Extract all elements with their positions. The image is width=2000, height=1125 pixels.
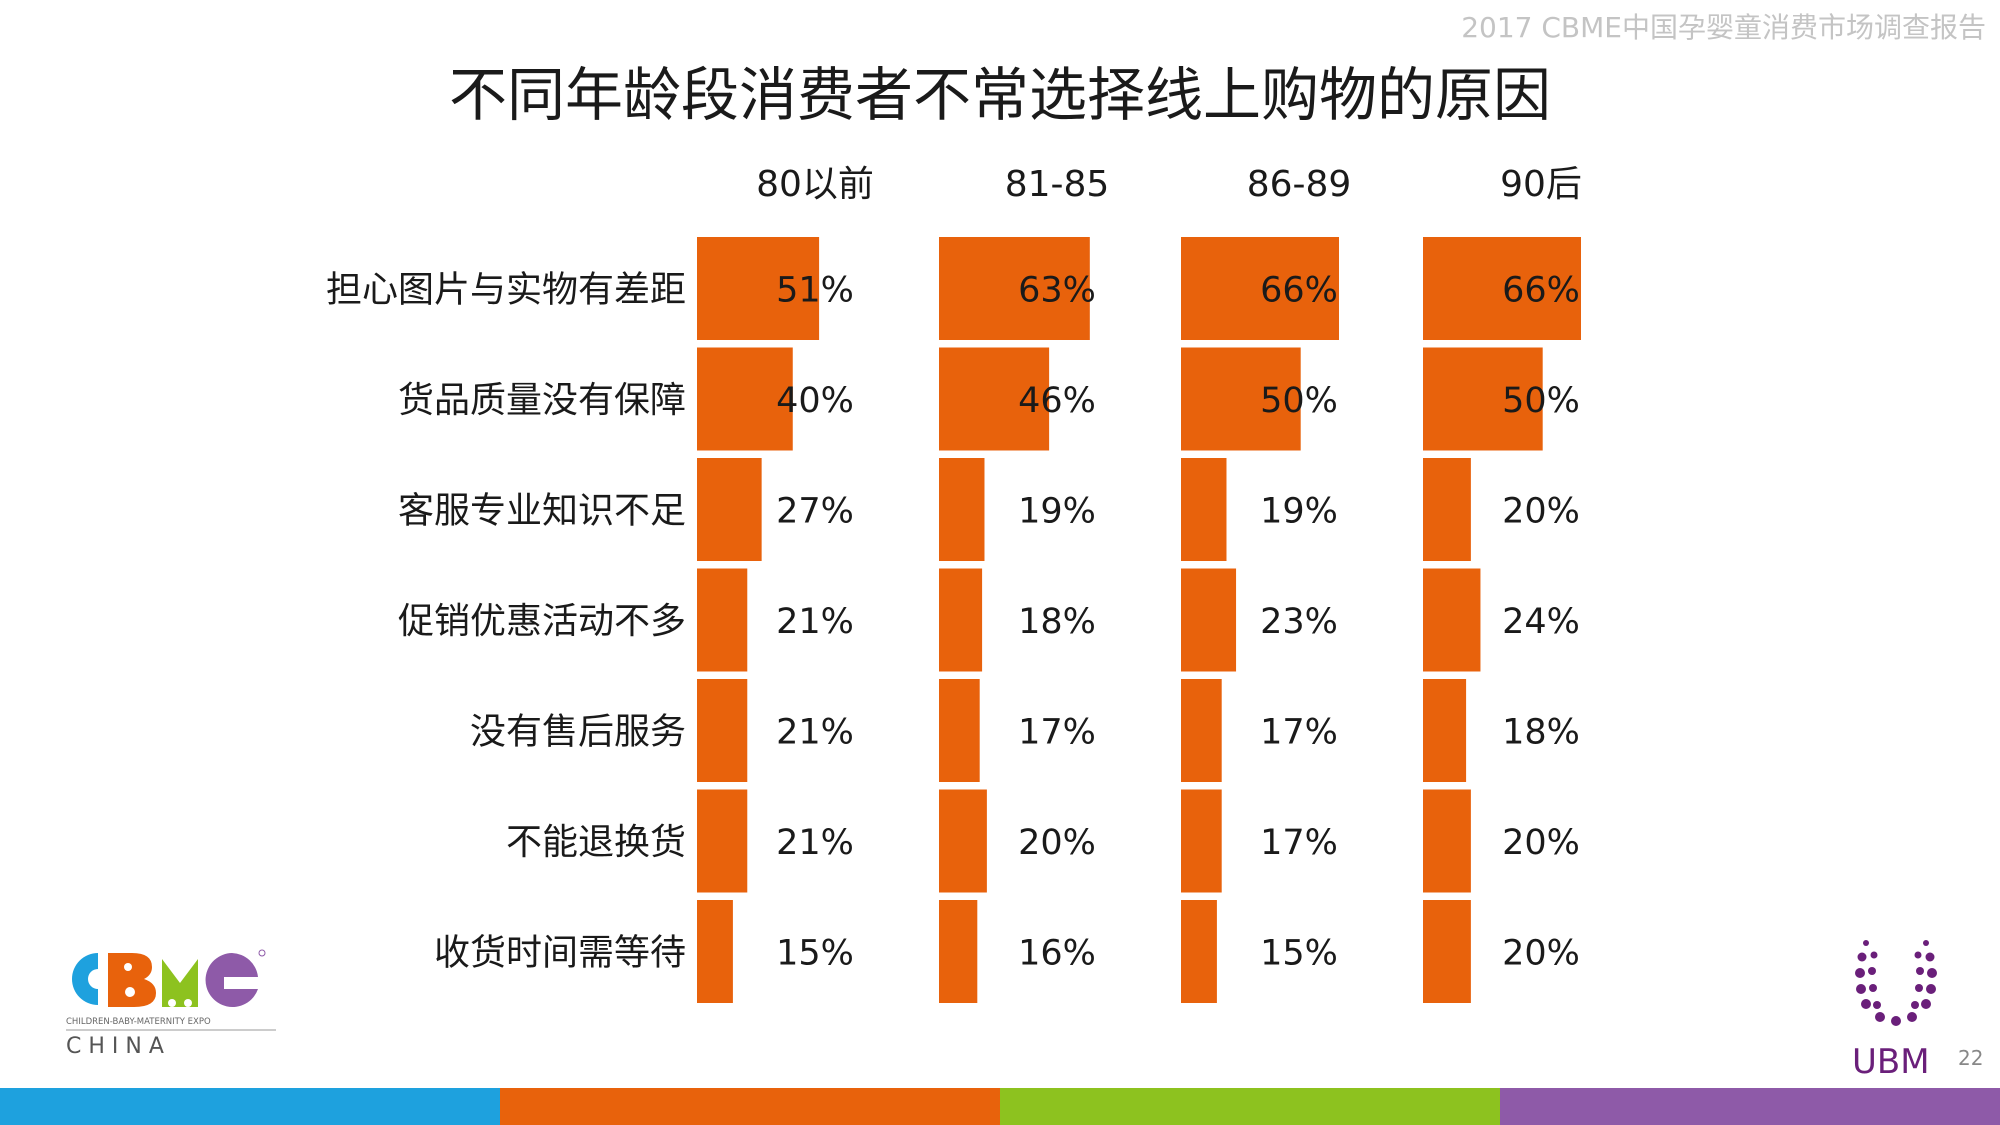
cbme-country: C H I N A bbox=[66, 1034, 164, 1059]
value-label-3-4: 18% bbox=[1502, 713, 1580, 753]
bar-0-5 bbox=[697, 789, 748, 893]
value-label-2-5: 17% bbox=[1260, 823, 1338, 863]
cbme-letters-icon bbox=[72, 949, 266, 1007]
bar-2-1 bbox=[1181, 347, 1301, 451]
report-header: 2017 CBME中国孕婴童消费市场调查报告 bbox=[1461, 11, 1986, 44]
row-label-1: 货品质量没有保障 bbox=[398, 380, 686, 421]
value-label-3-5: 20% bbox=[1502, 823, 1580, 863]
row-label-0: 担心图片与实物有差距 bbox=[326, 270, 686, 311]
value-label-0-3: 21% bbox=[776, 602, 854, 642]
chart-title: 不同年龄段消费者不常选择线上购物的原因 bbox=[448, 61, 1551, 129]
bar-0-4 bbox=[697, 679, 748, 782]
bar-1-2 bbox=[939, 458, 985, 561]
row-label-5: 不能退换货 bbox=[506, 822, 686, 863]
bar-chart: 80以前 81-85 86-89 90后担心图片与实物有差距货品质量没有保障客服专业知… bbox=[326, 164, 1582, 1003]
value-label-1-6: 16% bbox=[1018, 934, 1096, 974]
bar-3-5 bbox=[1423, 789, 1471, 893]
bar-3-0 bbox=[1423, 237, 1581, 340]
bar-0-3 bbox=[697, 568, 748, 672]
bar-0-1 bbox=[697, 347, 793, 451]
row-label-3: 促销优惠活动不多 bbox=[398, 601, 686, 642]
value-label-2-4: 17% bbox=[1260, 713, 1338, 753]
value-label-2-6: 15% bbox=[1260, 934, 1338, 974]
bar-1-1 bbox=[939, 347, 1050, 451]
bar-3-4 bbox=[1423, 679, 1467, 782]
bar-1-6 bbox=[939, 900, 978, 1003]
bar-2-4 bbox=[1181, 679, 1222, 782]
value-label-0-2: 27% bbox=[776, 492, 854, 532]
bar-1-4 bbox=[939, 679, 980, 782]
value-label-0-0: 51% bbox=[776, 271, 854, 311]
column-header-2: 86-89 bbox=[1247, 164, 1352, 205]
bar-2-0 bbox=[1181, 237, 1339, 340]
value-label-2-3: 23% bbox=[1260, 602, 1338, 642]
bar-3-2 bbox=[1423, 458, 1471, 561]
bar-2-3 bbox=[1181, 568, 1237, 672]
row-label-4: 没有售后服务 bbox=[470, 712, 686, 753]
ubm-text: UBM bbox=[1852, 1042, 1930, 1082]
footer-strip-orange bbox=[500, 1088, 1000, 1125]
value-label-0-4: 21% bbox=[776, 713, 854, 753]
bar-3-6 bbox=[1423, 900, 1471, 1003]
bar-0-0 bbox=[697, 237, 820, 340]
footer-strip-purple bbox=[1500, 1088, 2000, 1125]
column-header-0: 80以前 bbox=[756, 164, 874, 205]
cbme-logo: CHILDREN-BABY-MATERNITY EXPO C H I N A bbox=[66, 949, 276, 1059]
bar-1-3 bbox=[939, 568, 983, 672]
bar-1-0 bbox=[939, 237, 1090, 340]
value-label-1-4: 17% bbox=[1018, 713, 1096, 753]
value-label-2-1: 50% bbox=[1260, 381, 1338, 421]
bar-0-6 bbox=[697, 900, 733, 1003]
value-label-0-1: 40% bbox=[776, 381, 854, 421]
bar-0-2 bbox=[697, 458, 762, 561]
value-label-3-1: 50% bbox=[1502, 381, 1580, 421]
value-label-1-2: 19% bbox=[1018, 492, 1096, 532]
column-header-3: 90后 bbox=[1500, 164, 1582, 205]
page-number: 22 bbox=[1958, 1046, 1984, 1070]
value-label-2-0: 66% bbox=[1260, 271, 1338, 311]
bar-3-3 bbox=[1423, 568, 1481, 672]
cbme-tagline: CHILDREN-BABY-MATERNITY EXPO bbox=[66, 1017, 211, 1027]
value-label-2-2: 19% bbox=[1260, 492, 1338, 532]
bar-2-6 bbox=[1181, 900, 1217, 1003]
value-label-1-3: 18% bbox=[1018, 602, 1096, 642]
ubm-dots-icon bbox=[1855, 940, 1937, 1026]
value-label-3-0: 66% bbox=[1502, 271, 1580, 311]
value-label-0-6: 15% bbox=[776, 934, 854, 974]
bar-2-2 bbox=[1181, 458, 1227, 561]
footer-strip-blue bbox=[0, 1088, 500, 1125]
value-label-1-0: 63% bbox=[1018, 271, 1096, 311]
value-label-3-6: 20% bbox=[1502, 934, 1580, 974]
column-header-1: 81-85 bbox=[1005, 164, 1110, 205]
bar-2-5 bbox=[1181, 789, 1222, 893]
footer-color-strip bbox=[0, 1088, 2000, 1125]
bar-1-5 bbox=[939, 789, 987, 893]
value-label-0-5: 21% bbox=[776, 823, 854, 863]
row-label-2: 客服专业知识不足 bbox=[398, 491, 686, 532]
bar-3-1 bbox=[1423, 347, 1543, 451]
value-label-3-2: 20% bbox=[1502, 492, 1580, 532]
ubm-logo: UBM bbox=[1852, 940, 1937, 1082]
value-label-1-1: 46% bbox=[1018, 381, 1096, 421]
value-label-3-3: 24% bbox=[1502, 602, 1580, 642]
value-label-1-5: 20% bbox=[1018, 823, 1096, 863]
row-label-6: 收货时间需等待 bbox=[434, 933, 686, 974]
footer-strip-green bbox=[1000, 1088, 1500, 1125]
